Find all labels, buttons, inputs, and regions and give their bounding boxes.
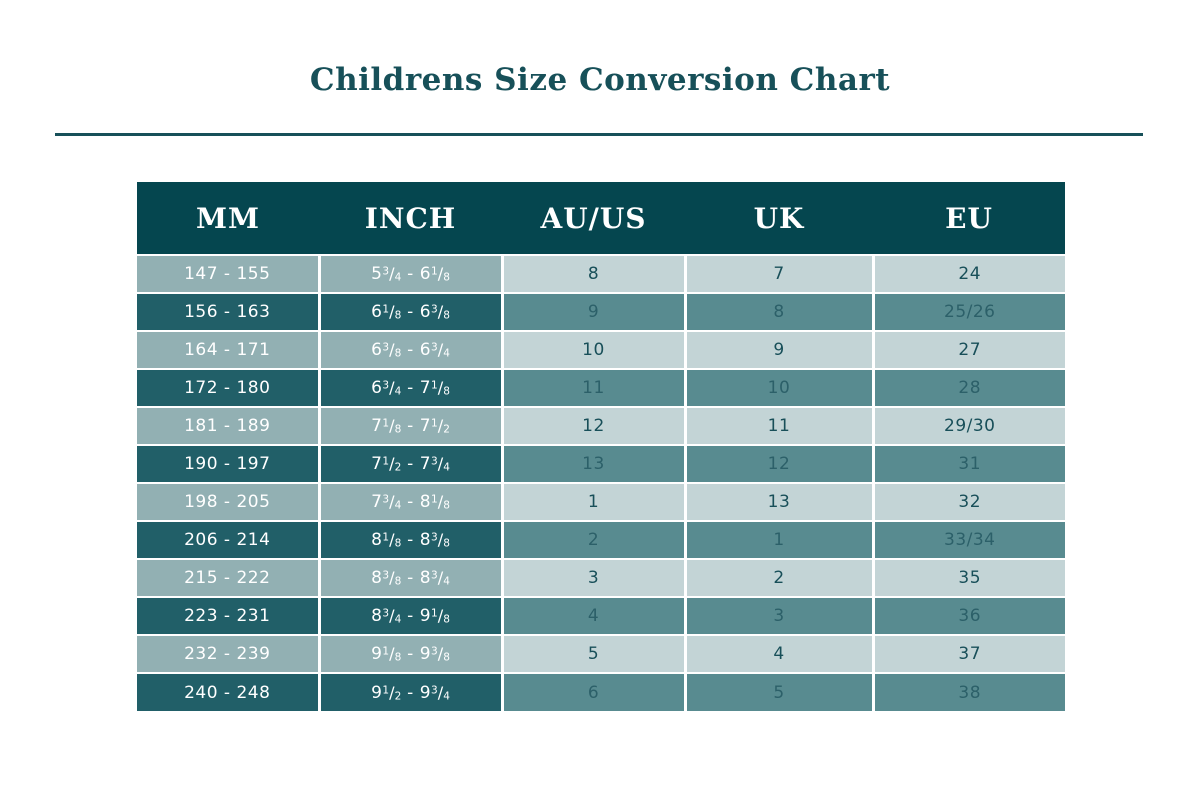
cell-mm: 240 - 248 <box>137 672 319 711</box>
table-row: 215 - 222 83/8 - 83/4 3 2 35 <box>137 558 1065 597</box>
cell-inch: 91/2 - 93/4 <box>317 672 502 711</box>
cell-inch: 81/8 - 83/8 <box>317 520 502 559</box>
cell-mm: 164 - 171 <box>137 330 319 369</box>
cell-au-us: 6 <box>500 672 685 711</box>
cell-au-us: 1 <box>500 482 685 521</box>
cell-au-us: 3 <box>500 558 685 597</box>
cell-au-us: 8 <box>500 254 685 293</box>
cell-uk: 13 <box>683 482 873 521</box>
cell-uk: 8 <box>683 292 873 331</box>
table-row: 240 - 248 91/2 - 93/4 6 5 38 <box>137 672 1065 711</box>
cell-mm: 147 - 155 <box>137 254 319 293</box>
table-row: 223 - 231 83/4 - 91/8 4 3 36 <box>137 596 1065 635</box>
cell-au-us: 5 <box>500 634 685 673</box>
cell-mm: 198 - 205 <box>137 482 319 521</box>
cell-inch: 63/8 - 63/4 <box>317 330 502 369</box>
cell-mm: 156 - 163 <box>137 292 319 331</box>
table-row: 156 - 163 61/8 - 63/8 9 8 25/26 <box>137 292 1065 331</box>
cell-uk: 11 <box>683 406 873 445</box>
cell-eu: 33/34 <box>871 520 1065 559</box>
cell-uk: 12 <box>683 444 873 483</box>
table-row: 232 - 239 91/8 - 93/8 5 4 37 <box>137 634 1065 673</box>
table-row: 164 - 171 63/8 - 63/4 10 9 27 <box>137 330 1065 369</box>
cell-eu: 35 <box>871 558 1065 597</box>
cell-uk: 10 <box>683 368 873 407</box>
cell-au-us: 11 <box>500 368 685 407</box>
cell-eu: 27 <box>871 330 1065 369</box>
cell-inch: 91/8 - 93/8 <box>317 634 502 673</box>
table-row: 206 - 214 81/8 - 83/8 2 1 33/34 <box>137 520 1065 559</box>
cell-uk: 1 <box>683 520 873 559</box>
page-title: Childrens Size Conversion Chart <box>309 62 891 98</box>
cell-eu: 28 <box>871 368 1065 407</box>
cell-au-us: 12 <box>500 406 685 445</box>
cell-eu: 31 <box>871 444 1065 483</box>
column-header-eu: EU <box>873 182 1065 255</box>
cell-mm: 223 - 231 <box>137 596 319 635</box>
cell-au-us: 10 <box>500 330 685 369</box>
cell-eu: 24 <box>871 254 1065 293</box>
cell-eu: 36 <box>871 596 1065 635</box>
cell-mm: 190 - 197 <box>137 444 319 483</box>
cell-inch: 63/4 - 71/8 <box>317 368 502 407</box>
cell-uk: 2 <box>683 558 873 597</box>
cell-mm: 215 - 222 <box>137 558 319 597</box>
cell-au-us: 9 <box>500 292 685 331</box>
column-header-au-us: AU/US <box>502 182 685 255</box>
cell-inch: 53/4 - 61/8 <box>317 254 502 293</box>
cell-eu: 32 <box>871 482 1065 521</box>
cell-mm: 181 - 189 <box>137 406 319 445</box>
cell-eu: 37 <box>871 634 1065 673</box>
title-divider <box>55 133 1143 136</box>
cell-uk: 5 <box>683 672 873 711</box>
table-row: 181 - 189 71/8 - 71/2 12 11 29/30 <box>137 406 1065 445</box>
cell-inch: 61/8 - 63/8 <box>317 292 502 331</box>
table-row: 190 - 197 71/2 - 73/4 13 12 31 <box>137 444 1065 483</box>
cell-eu: 25/26 <box>871 292 1065 331</box>
cell-au-us: 2 <box>500 520 685 559</box>
cell-inch: 73/4 - 81/8 <box>317 482 502 521</box>
cell-inch: 71/2 - 73/4 <box>317 444 502 483</box>
cell-uk: 3 <box>683 596 873 635</box>
cell-inch: 83/4 - 91/8 <box>317 596 502 635</box>
cell-uk: 4 <box>683 634 873 673</box>
cell-eu: 38 <box>871 672 1065 711</box>
table-header-row: MM INCH AU/US UK EU <box>137 182 1065 255</box>
cell-mm: 232 - 239 <box>137 634 319 673</box>
cell-mm: 172 - 180 <box>137 368 319 407</box>
table-row: 147 - 155 53/4 - 61/8 8 7 24 <box>137 254 1065 293</box>
column-header-inch: INCH <box>319 182 502 255</box>
table-row: 198 - 205 73/4 - 81/8 1 13 32 <box>137 482 1065 521</box>
cell-uk: 7 <box>683 254 873 293</box>
table-row: 172 - 180 63/4 - 71/8 11 10 28 <box>137 368 1065 407</box>
cell-uk: 9 <box>683 330 873 369</box>
cell-inch: 71/8 - 71/2 <box>317 406 502 445</box>
table-body: 147 - 155 53/4 - 61/8 8 7 24 156 - 163 61/8 - … <box>137 254 1065 711</box>
column-header-uk: UK <box>685 182 873 255</box>
cell-au-us: 13 <box>500 444 685 483</box>
column-header-mm: MM <box>137 182 319 255</box>
cell-inch: 83/8 - 83/4 <box>317 558 502 597</box>
size-conversion-table: MM INCH AU/US UK EU 147 - 155 53/4 - 61/8 8 7 24… <box>137 182 1065 711</box>
cell-au-us: 4 <box>500 596 685 635</box>
cell-eu: 29/30 <box>871 406 1065 445</box>
cell-mm: 206 - 214 <box>137 520 319 559</box>
